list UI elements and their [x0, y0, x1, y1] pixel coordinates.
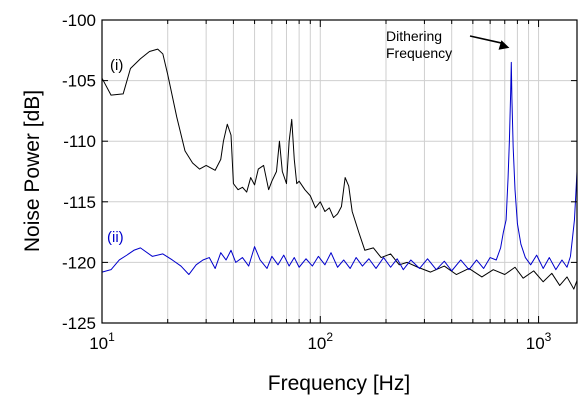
series-layer: [101, 48, 578, 290]
x-axis-label: Frequency [Hz]: [268, 372, 410, 395]
x-tick-base: 10: [307, 334, 326, 353]
x-tick-label: 103: [526, 330, 552, 353]
y-tick-label: -110: [63, 132, 96, 151]
y-tick-label: -120: [62, 253, 96, 272]
y-tick-label: -115: [63, 193, 96, 212]
y-tick-label: -125: [62, 314, 96, 333]
x-tick-exponent: 3: [545, 330, 552, 344]
y-axis-label: Noise Power [dB]: [21, 90, 44, 252]
plot-frame: [101, 19, 578, 324]
annotation-arrowhead: [498, 40, 510, 50]
x-tick-label: 101: [89, 330, 115, 353]
x-tick-base: 10: [526, 334, 545, 353]
x-tick-labels: 101 102 103: [89, 330, 551, 353]
x-tick-base: 10: [89, 334, 108, 353]
x-tick-label: 102: [307, 330, 333, 353]
annotation-line1: Dithering: [386, 28, 442, 44]
y-tick-label: -100: [62, 11, 96, 30]
x-tick-exponent: 1: [108, 330, 115, 344]
series-line-ii: [101, 61, 578, 276]
grid-lines: [101, 20, 577, 323]
annotation-arrow: [469, 35, 504, 45]
tick-marks: [101, 19, 577, 324]
y-tick-label: -105: [62, 72, 96, 91]
series-label-i: (i): [110, 57, 123, 74]
series-label-ii: (ii): [107, 229, 124, 246]
y-tick-labels: -100 -105 -110 -115 -120 -125: [62, 11, 96, 333]
annotation-line2: Frequency: [386, 45, 452, 61]
plot-background: [102, 20, 577, 323]
x-tick-exponent: 2: [326, 330, 333, 344]
series-line-i: [101, 48, 578, 290]
